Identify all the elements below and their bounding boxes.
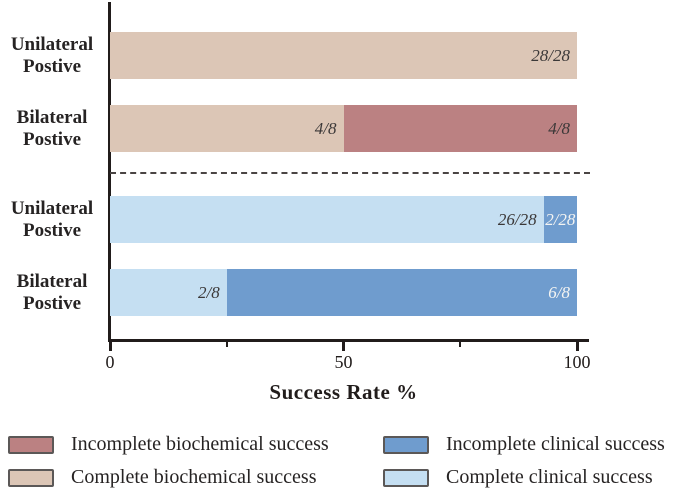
x-axis-tick-label: 100 — [563, 352, 591, 372]
bar-segment: 4/8 — [110, 105, 344, 152]
legend-label: Complete biochemical success — [71, 466, 317, 488]
bar-row: 2/8 6/8 — [110, 269, 577, 316]
bar-segment: 4/8 — [343, 105, 577, 152]
x-axis-tick-label: 50 — [334, 352, 353, 372]
bar-value-label: 2/8 — [198, 282, 220, 302]
legend-label: Complete clinical success — [446, 466, 653, 488]
bar-segment: 2/28 — [543, 196, 577, 243]
legend-swatch-complete-clinical — [383, 468, 429, 487]
bar-value-label: 4/8 — [314, 118, 337, 138]
category-label: Unilateral Postive — [10, 33, 94, 77]
bar-value-label: 6/8 — [548, 282, 570, 302]
bar-row: 26/28 2/28 — [110, 196, 577, 243]
bar-value-label: 4/8 — [548, 118, 570, 138]
bar-row: 28/28 — [110, 32, 577, 79]
x-axis-tick — [459, 342, 462, 347]
legend: Incomplete biochemical success Complete … — [8, 428, 665, 493]
bar-segment: 2/8 — [110, 269, 227, 316]
x-axis-tick — [575, 342, 579, 351]
bar-row: 4/8 4/8 — [110, 105, 577, 152]
bar-value-label: 2/28 — [545, 209, 576, 229]
legend-item-incomplete-biochemical: Incomplete biochemical success — [8, 428, 383, 461]
legend-label: Incomplete biochemical success — [71, 433, 329, 455]
bar-segment: 28/28 — [110, 32, 577, 79]
x-axis-title: Success Rate % — [269, 380, 418, 404]
x-axis-line — [108, 339, 589, 342]
x-axis-tick-label: 0 — [105, 352, 115, 372]
y-axis-line — [108, 2, 111, 342]
legend-swatch-incomplete-clinical — [383, 435, 429, 454]
x-axis-tick — [108, 342, 112, 351]
x-axis-tick — [342, 342, 345, 351]
group-separator-line — [110, 172, 590, 174]
category-label: Bilateral Postive — [16, 106, 88, 150]
bar-segment: 6/8 — [226, 269, 577, 316]
legend-item-complete-biochemical: Complete biochemical success — [8, 461, 383, 493]
legend-swatch-incomplete-biochemical — [8, 435, 54, 454]
bar-value-label: 28/28 — [531, 45, 570, 65]
bar-value-label: 26/28 — [497, 209, 537, 229]
legend-swatch-complete-biochemical — [8, 468, 54, 487]
legend-item-incomplete-clinical: Incomplete clinical success — [383, 428, 665, 461]
category-label: Bilateral Postive — [16, 270, 88, 314]
x-axis-tick — [225, 342, 228, 347]
category-label: Unilateral Postive — [10, 197, 94, 241]
legend-label: Incomplete clinical success — [446, 433, 665, 455]
bar-segment: 26/28 — [110, 196, 544, 243]
legend-item-complete-clinical: Complete clinical success — [383, 461, 665, 493]
